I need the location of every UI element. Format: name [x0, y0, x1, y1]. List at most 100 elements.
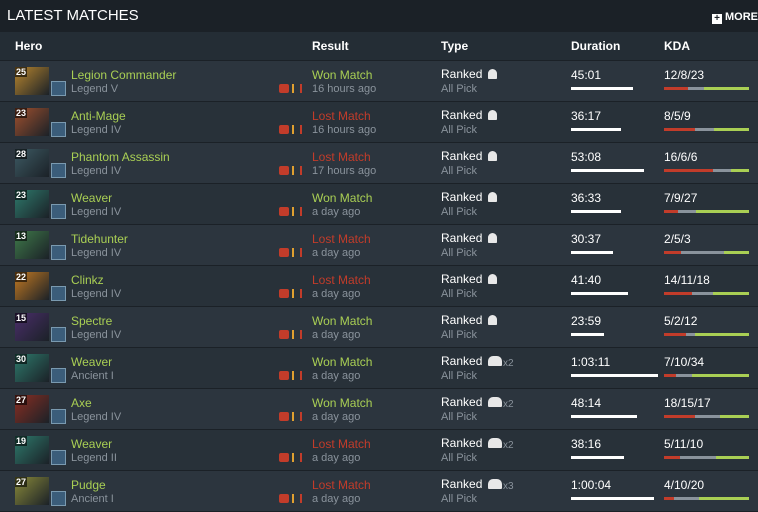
match-row[interactable]: 27 Pudge Ancient I Lost Match a day ago Ranke… — [0, 470, 758, 511]
duration: 1:03:11 — [571, 355, 611, 369]
kda-assists — [703, 87, 749, 90]
match-result[interactable]: Won Match — [312, 191, 373, 205]
game-mode: All Pick — [441, 411, 478, 423]
hero-name[interactable]: Weaver — [71, 355, 113, 369]
kda-kills — [664, 210, 678, 213]
hero-rank: Legend II — [71, 452, 117, 464]
kda-assists — [699, 497, 749, 500]
duration: 1:00:04 — [571, 478, 612, 492]
rank-badge — [51, 409, 66, 424]
hero-level: 13 — [15, 231, 28, 241]
kda-kills — [664, 497, 674, 500]
match-result[interactable]: Lost Match — [312, 232, 371, 246]
party-icon — [488, 479, 502, 489]
hero-name[interactable]: Clinkz — [71, 273, 104, 287]
match-row[interactable]: 23 Weaver Legend IV Won Match a day ago Ranke… — [0, 183, 758, 224]
hero-rank: Legend IV — [71, 206, 122, 218]
match-result[interactable]: Lost Match — [312, 437, 371, 451]
time-ago: 16 hours ago — [312, 83, 377, 95]
party-icon — [488, 315, 497, 325]
game-mode: All Pick — [441, 247, 478, 259]
hero-rank: Legend IV — [71, 411, 122, 423]
match-type: Ranked — [441, 67, 483, 81]
time-ago: a day ago — [312, 247, 361, 259]
match-row[interactable]: 23 Anti-Mage Legend IV Lost Match 16 hours a… — [0, 101, 758, 142]
hero-name[interactable]: Weaver — [71, 437, 113, 451]
lane-icon — [279, 330, 289, 339]
match-row[interactable]: 27 Axe Legend IV Won Match a day ago Ranked x2… — [0, 388, 758, 429]
kda-kills — [664, 128, 695, 131]
match-result[interactable]: Won Match — [312, 68, 373, 82]
match-result[interactable]: Lost Match — [312, 273, 371, 287]
hero-name[interactable]: Phantom Assassin — [71, 150, 170, 164]
hero-name[interactable]: Anti-Mage — [71, 109, 126, 123]
game-mode: All Pick — [441, 83, 478, 95]
duration: 48:14 — [571, 396, 602, 410]
kda-deaths — [694, 415, 721, 418]
kda-assists — [723, 251, 749, 254]
kda-assists — [695, 333, 749, 336]
hero-rank: Legend V — [71, 83, 119, 95]
game-mode: All Pick — [441, 206, 478, 218]
match-row[interactable]: 13 Tidehunter Legend IV Lost Match a day ago… — [0, 224, 758, 265]
kda-assists — [714, 128, 749, 131]
hero-name[interactable]: Weaver — [71, 191, 113, 205]
match-type: Ranked — [441, 149, 483, 163]
hero-name[interactable]: Pudge — [71, 478, 106, 492]
duration-bar — [571, 210, 622, 213]
match-row[interactable]: 19 Weaver Legend II Lost Match a day ago Rank… — [0, 429, 758, 470]
duration-bar — [571, 251, 614, 254]
match-result[interactable]: Won Match — [312, 396, 373, 410]
party-size: x3 — [503, 481, 514, 492]
match-result[interactable]: Lost Match — [312, 109, 371, 123]
more-button[interactable]: + MORE — [712, 11, 758, 24]
kda-deaths — [687, 87, 704, 90]
kda: 14/11/18 — [664, 273, 710, 287]
match-result[interactable]: Won Match — [312, 314, 373, 328]
kda-deaths — [680, 456, 717, 459]
match-result[interactable]: Won Match — [312, 355, 373, 369]
hero-level: 23 — [15, 190, 28, 200]
time-ago: a day ago — [312, 370, 361, 382]
match-result[interactable]: Lost Match — [312, 150, 371, 164]
kda-deaths — [686, 333, 696, 336]
hero-rank: Ancient I — [71, 493, 114, 505]
match-row[interactable]: 22 Clinkz Legend IV Lost Match a day ago Rank… — [0, 265, 758, 306]
lane-icon — [279, 412, 289, 421]
kda-kills — [664, 251, 681, 254]
hero-level: 25 — [15, 67, 28, 77]
hero-level: 28 — [15, 149, 28, 159]
hero-name[interactable]: Spectre — [71, 314, 113, 328]
kda: 16/6/6 — [664, 150, 698, 164]
kda: 7/10/34 — [664, 355, 705, 369]
time-ago: 17 hours ago — [312, 165, 377, 177]
match-row[interactable]: 30 Weaver Ancient I Won Match a day ago Ranke… — [0, 347, 758, 388]
hero-level: 30 — [15, 354, 28, 364]
match-result[interactable]: Lost Match — [312, 478, 371, 492]
duration: 45:01 — [571, 68, 602, 82]
match-row[interactable]: 28 Phantom Assassin Legend IV Lost Match 17 … — [0, 142, 758, 183]
time-ago: a day ago — [312, 288, 361, 300]
lane-icon — [279, 248, 289, 257]
hero-name[interactable]: Tidehunter — [71, 232, 128, 246]
hero-level: 27 — [15, 395, 28, 405]
party-icon — [488, 110, 497, 120]
more-label[interactable]: MORE — [725, 11, 758, 23]
kda-deaths — [694, 128, 715, 131]
match-type: Ranked — [441, 436, 483, 450]
time-ago: a day ago — [312, 452, 361, 464]
hero-name[interactable]: Legion Commander — [71, 68, 177, 82]
hero-name[interactable]: Axe — [71, 396, 92, 410]
match-row[interactable]: 15 Spectre Legend IV Won Match a day ago Rank… — [0, 306, 758, 347]
kda-kills — [664, 374, 676, 377]
kda: 8/5/9 — [664, 109, 691, 123]
match-row[interactable]: 25 Legion Commander Legend V Won Match 16 ho… — [0, 60, 758, 101]
kda-deaths — [681, 251, 724, 254]
kda: 5/11/10 — [664, 437, 704, 451]
game-mode: All Pick — [441, 329, 478, 341]
match-type: Ranked — [441, 477, 483, 491]
rank-badge — [51, 163, 66, 178]
hero-level: 27 — [15, 477, 28, 487]
rank-badge — [51, 81, 66, 96]
match-type: Ranked — [441, 190, 483, 204]
